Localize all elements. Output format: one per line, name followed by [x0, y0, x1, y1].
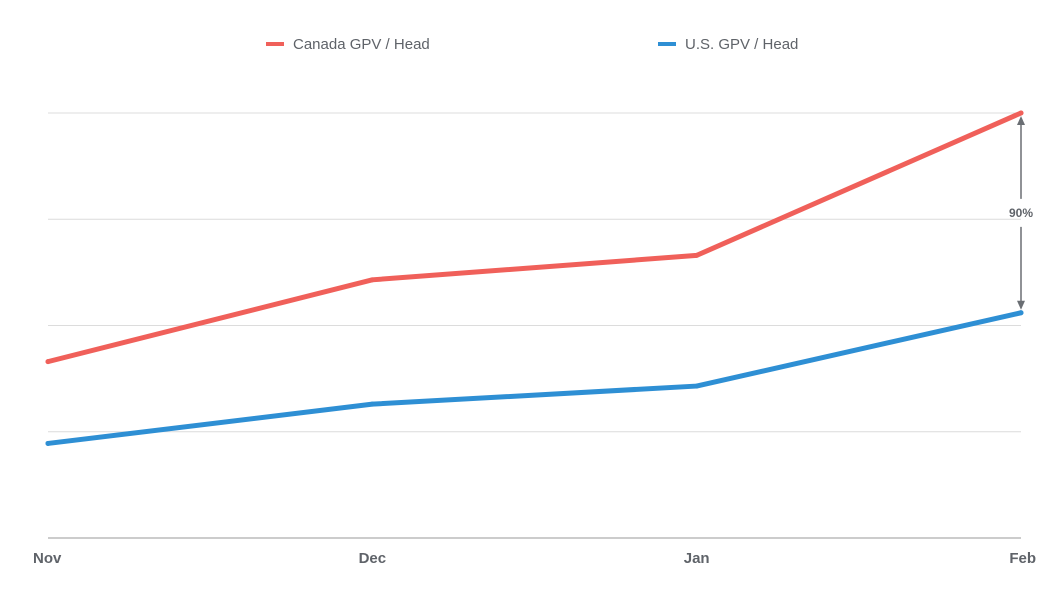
data-point [369, 401, 375, 407]
arrowhead-down-icon [1017, 300, 1025, 310]
series-line-1 [45, 310, 1024, 446]
x-tick-labels: Nov Dec Jan Feb [33, 550, 1036, 567]
data-point [1018, 310, 1024, 316]
data-point [694, 252, 700, 258]
arrowhead-up-icon [1017, 116, 1025, 125]
x-tick-label: Feb [1009, 550, 1036, 567]
legend-label-us: U.S. GPV / Head [685, 36, 798, 53]
series-line-0 [45, 110, 1024, 365]
legend-label-canada: Canada GPV / Head [293, 36, 430, 53]
legend: Canada GPV / Head U.S. GPV / Head [266, 36, 798, 53]
data-point [1018, 110, 1024, 116]
data-point [45, 440, 51, 446]
gap-annotation: 90% [1009, 116, 1033, 310]
annotation-label: 90% [1009, 206, 1033, 220]
legend-item-canada[interactable]: Canada GPV / Head [266, 36, 430, 53]
legend-item-us[interactable]: U.S. GPV / Head [658, 36, 798, 53]
x-tick-label: Nov [33, 550, 62, 567]
data-point [369, 277, 375, 283]
data-point [45, 359, 51, 365]
series-lines [45, 110, 1024, 446]
x-tick-label: Dec [359, 550, 387, 567]
grid-lines [48, 112, 1021, 433]
data-point [694, 383, 700, 389]
x-tick-label: Jan [684, 550, 710, 567]
